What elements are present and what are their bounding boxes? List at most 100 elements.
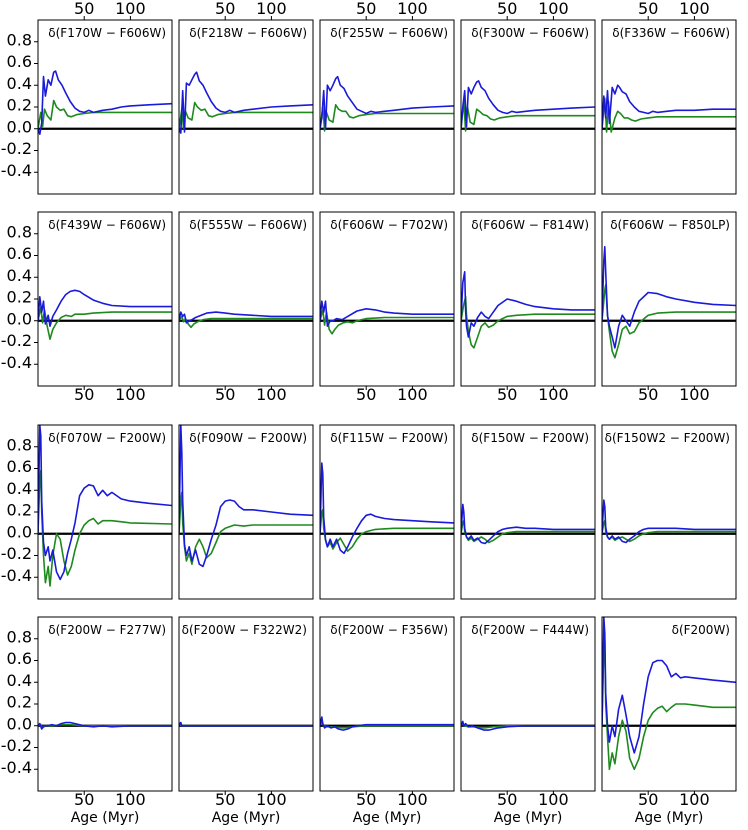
y-tick-label: 0.0 [7, 522, 32, 541]
series-blue-line [38, 70, 172, 135]
panel-frame [37, 424, 173, 600]
y-tick-label: 0.6 [7, 649, 32, 668]
panel-14: δ(F150W − F200W) [460, 424, 596, 600]
x-tick-label: 50 [356, 0, 376, 18]
series-green-line [602, 97, 736, 133]
series-green-line [320, 508, 454, 552]
series-blue-line [179, 721, 313, 727]
series-green-line [179, 491, 313, 566]
series-blue-line [320, 300, 454, 328]
y-tick-label: 0.2 [7, 288, 32, 307]
y-tick-label: 0.8 [7, 222, 32, 241]
panel-title: δ(F200W − F277W) [48, 623, 166, 637]
series-green-line [179, 315, 313, 329]
x-tick-label: 50 [497, 0, 517, 18]
series-blue-line [320, 462, 454, 555]
series-green-line [320, 309, 454, 335]
series-green-line [461, 100, 595, 132]
panel-title: δ(F336W − F606W) [612, 26, 730, 40]
panel-frame [37, 211, 173, 387]
y-tick-label: 0.2 [7, 96, 32, 115]
series-blue-line [461, 270, 595, 338]
panel-frame [319, 424, 455, 600]
series-blue-line [179, 425, 313, 568]
panel-10: δ(F606W − F850LP) 50 100 [601, 211, 737, 404]
y-tick-label: -0.2 [1, 331, 32, 350]
y-tick-label: 0.0 [7, 309, 32, 328]
panel-13: δ(F115W − F200W) [319, 424, 455, 600]
panel-frame [178, 616, 314, 792]
x-tick-label: 50 [74, 790, 94, 809]
panel-frame [601, 424, 737, 600]
panel-9: δ(F606W − F814W) 50 100 [460, 211, 596, 404]
y-tick-label: 0.2 [7, 693, 32, 712]
y-tick-label: -0.4 [1, 758, 32, 777]
x-tick-label: 100 [538, 0, 569, 18]
x-tick-label: 50 [638, 790, 658, 809]
y-tick-label: -0.4 [1, 566, 32, 585]
panel-1: δ(F170W − F606W) -0.4 -0.2 0.0 0.2 0.4 0.6 0.8 5… [1, 0, 173, 195]
panel-frame [460, 19, 596, 195]
panel-title: δ(F300W − F606W) [471, 26, 589, 40]
panel-16: δ(F200W − F277W) -0.4 -0.2 0.0 0.2 0.4 0.6 0.8 5… [1, 616, 173, 826]
series-blue-line [602, 246, 736, 349]
x-tick-label: 50 [497, 790, 517, 809]
panel-title: δ(F070W − F200W) [48, 431, 166, 445]
panel-3: δ(F255W − F606W) 50 100 [319, 0, 455, 195]
series-green-line [38, 99, 172, 129]
panel-title: δ(F606W − F702W) [330, 218, 448, 232]
y-tick-label: 0.8 [7, 627, 32, 646]
series-blue-line [461, 80, 595, 129]
x-axis-label: Age (Myr) [71, 810, 140, 826]
panel-frame [37, 19, 173, 195]
y-tick-label: 0.6 [7, 457, 32, 476]
y-tick-label: 0.8 [7, 30, 32, 49]
panel-title: δ(F150W − F200W) [471, 431, 589, 445]
series-green-line [320, 104, 454, 132]
y-tick-label: 0.6 [7, 244, 32, 263]
series-blue-line [38, 721, 172, 730]
series-blue-line [320, 716, 454, 731]
y-tick-label: 0.2 [7, 501, 32, 520]
series-green-line [38, 306, 172, 341]
series-blue-line [38, 425, 172, 581]
y-tick-label: 0.6 [7, 52, 32, 71]
series-blue-line [320, 75, 454, 130]
panel-11: δ(F070W − F200W) -0.4 -0.2 0.0 0.2 0.4 0.6 0.8 [1, 424, 173, 600]
series-blue-line [461, 503, 595, 545]
series-blue-line [461, 720, 595, 731]
x-tick-label: 50 [74, 385, 94, 404]
panel-title: δ(F555W − F606W) [189, 218, 307, 232]
x-tick-label: 100 [679, 0, 710, 18]
x-tick-label: 100 [679, 790, 710, 809]
series-blue-line [179, 71, 313, 134]
panel-frame [319, 19, 455, 195]
series-blue-line [602, 499, 736, 544]
y-tick-label: -0.2 [1, 139, 32, 158]
x-tick-label: 100 [256, 0, 287, 18]
panel-frame [178, 424, 314, 600]
panel-title: δ(F255W − F606W) [330, 26, 448, 40]
y-tick-label: 0.4 [7, 266, 32, 285]
panel-frame [178, 19, 314, 195]
panel-15: δ(F150W2 − F200W) [601, 424, 737, 600]
panel-title: δ(F200W − F322W2) [182, 623, 307, 637]
x-tick-label: 50 [215, 0, 235, 18]
x-tick-label: 100 [397, 790, 428, 809]
panel-frame [601, 616, 737, 792]
y-tick-label: -0.4 [1, 353, 32, 372]
x-tick-label: 50 [215, 790, 235, 809]
panel-12: δ(F090W − F200W) [178, 424, 314, 600]
x-axis-label: Age (Myr) [494, 810, 563, 826]
series-blue-line [38, 289, 172, 328]
panel-title: δ(F606W − F814W) [471, 218, 589, 232]
x-tick-label: 100 [538, 385, 569, 404]
y-tick-label: 0.4 [7, 74, 32, 93]
x-tick-label: 50 [497, 385, 517, 404]
y-tick-label: 0.4 [7, 671, 32, 690]
panel-frame [601, 19, 737, 195]
panel-frame [601, 211, 737, 387]
